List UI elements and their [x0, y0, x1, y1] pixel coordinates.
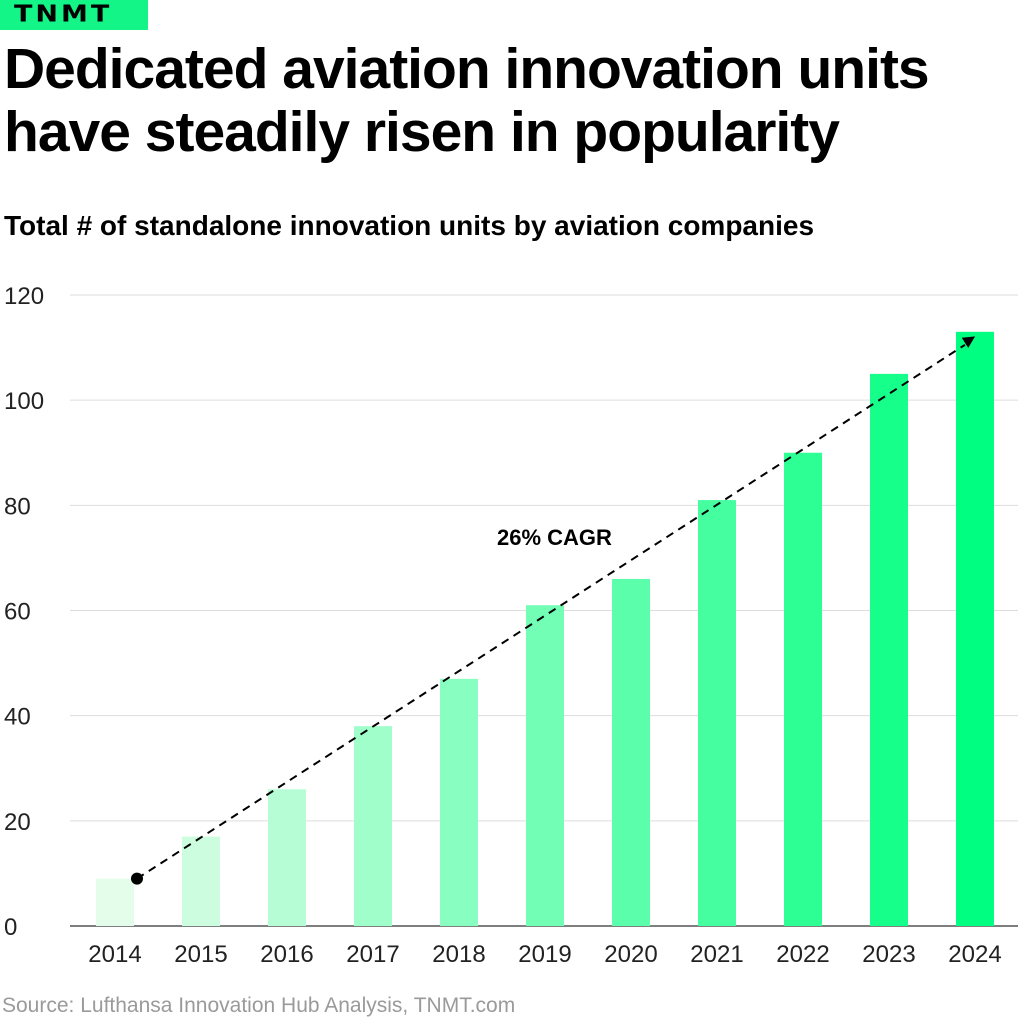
x-tick-label: 2019	[518, 941, 571, 968]
y-tick-label: 0	[4, 914, 17, 941]
title-line-1: Dedicated aviation innovation units	[4, 37, 930, 101]
bar-2021	[698, 500, 736, 926]
page-title: Dedicated aviation innovation units have…	[4, 38, 1020, 164]
bar-2022	[784, 452, 822, 926]
y-tick-label: 60	[4, 599, 31, 626]
x-tick-label: 2015	[174, 941, 227, 968]
bar-2023	[870, 373, 908, 926]
cagr-annotation: 26% CAGR	[497, 525, 612, 550]
bar-2015	[182, 836, 220, 926]
chart-title: Total # of standalone innovation units b…	[4, 210, 815, 241]
bar-2020	[612, 578, 650, 926]
x-tick-label: 2021	[690, 941, 743, 968]
y-tick-label: 100	[4, 388, 44, 415]
y-tick-label: 40	[4, 704, 31, 731]
x-tick-label: 2023	[862, 941, 915, 968]
bar-2018	[440, 678, 478, 926]
y-tick-label: 80	[4, 493, 31, 520]
trend-line	[136, 343, 966, 880]
bar-2014	[96, 878, 134, 926]
y-tick-label: 120	[4, 283, 44, 310]
x-tick-label: 2014	[88, 941, 141, 968]
x-tick-label: 2022	[776, 941, 829, 968]
trend-arrowhead	[961, 336, 976, 348]
trend-start-dot	[131, 872, 143, 885]
bar-2024	[956, 331, 994, 926]
tnmt-logo: TNMT	[0, 0, 148, 30]
source-note: Source: Lufthansa Innovation Hub Analysi…	[2, 994, 516, 1017]
x-tick-label: 2016	[260, 941, 313, 968]
title-line-2: have steadily risen in popularity	[4, 100, 840, 164]
y-tick-label: 20	[4, 809, 31, 836]
x-tick-label: 2018	[432, 941, 485, 968]
x-tick-label: 2024	[948, 941, 1001, 968]
x-tick-label: 2020	[604, 941, 657, 968]
bar-2016	[268, 789, 306, 926]
bar-chart: 0 20 40 60 80 100 120 2014 2015 2016 2017 2018 2019 2…	[4, 283, 1018, 968]
bar-2017	[354, 726, 392, 926]
x-tick-label: 2017	[346, 941, 399, 968]
bar-2019	[526, 605, 564, 926]
